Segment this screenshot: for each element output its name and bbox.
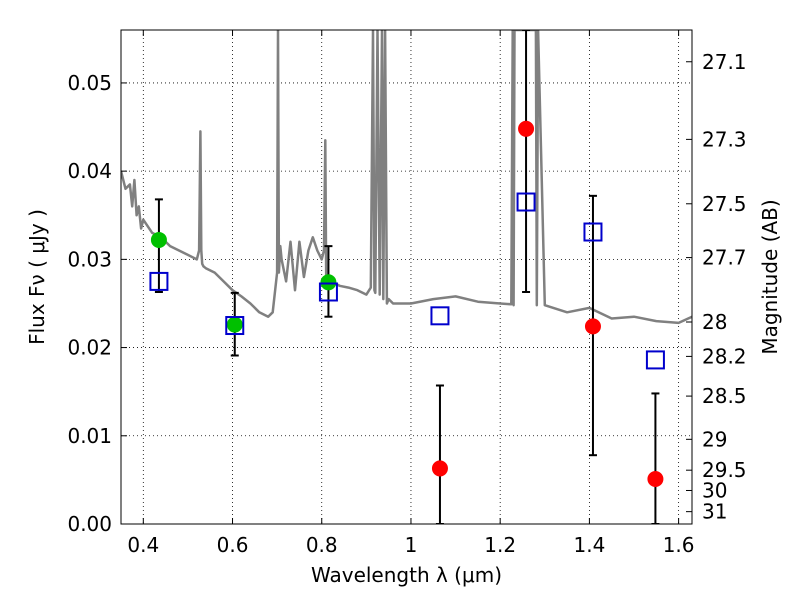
model-point	[516, 192, 536, 212]
x-tick-label: 0.8	[306, 533, 338, 557]
x-axis-label: Wavelength λ (μm)	[311, 563, 502, 587]
y2-tick-label: 28.5	[702, 384, 747, 408]
data-point	[584, 318, 601, 335]
grid	[121, 30, 692, 525]
data-point	[518, 120, 535, 137]
y2-tick-label: 28	[702, 310, 727, 334]
y-tick-label: 0.01	[67, 424, 112, 448]
model-point	[149, 271, 169, 291]
y-tick-label: 0.03	[67, 247, 112, 271]
model-point	[583, 222, 603, 242]
data-point	[647, 471, 664, 488]
spectrum-line	[121, 30, 692, 325]
x-tick-label: 0.4	[127, 533, 159, 557]
x-tick-label: 1	[405, 533, 418, 557]
model-point	[225, 316, 245, 336]
y2-tick-label: 27.1	[702, 50, 747, 74]
model-point	[318, 282, 338, 302]
y2-tick-label: 27.7	[702, 246, 747, 270]
data-point	[226, 316, 243, 333]
model-point	[645, 350, 665, 370]
y-tick-label: 0.02	[67, 336, 112, 360]
y2-tick-label: 29	[702, 427, 727, 451]
y2-tick-label: 29.5	[702, 458, 747, 482]
y2-tick-label: 27.5	[702, 192, 747, 216]
x-tick-label: 1.2	[484, 533, 516, 557]
y2-tick-label: 30	[702, 478, 727, 502]
data-point	[150, 231, 167, 248]
y2-tick-label: 31	[702, 500, 727, 524]
axis-ticks: 0.4 0.6 0.8 1 1.2 1.4 1.6 0.00 0.01 0.02 0.03 0.04 0…	[67, 30, 747, 557]
model-point	[430, 306, 450, 326]
y2-axis-label: Magnitude (AB)	[758, 199, 782, 354]
y-tick-label: 0.00	[67, 512, 112, 536]
y-tick-label: 0.04	[67, 159, 112, 183]
y-axis-label: Flux Fν ( μJy )	[25, 209, 49, 345]
plot-frame	[120, 29, 693, 525]
data-point	[431, 460, 448, 477]
x-tick-label: 1.4	[573, 533, 605, 557]
data-point	[320, 274, 337, 291]
y-tick-label: 0.05	[67, 71, 112, 95]
x-tick-label: 1.6	[663, 533, 695, 557]
y2-tick-label: 28.2	[702, 344, 747, 368]
y2-tick-label: 27.3	[702, 127, 747, 151]
x-tick-label: 0.6	[217, 533, 249, 557]
plot-area	[121, 30, 692, 524]
